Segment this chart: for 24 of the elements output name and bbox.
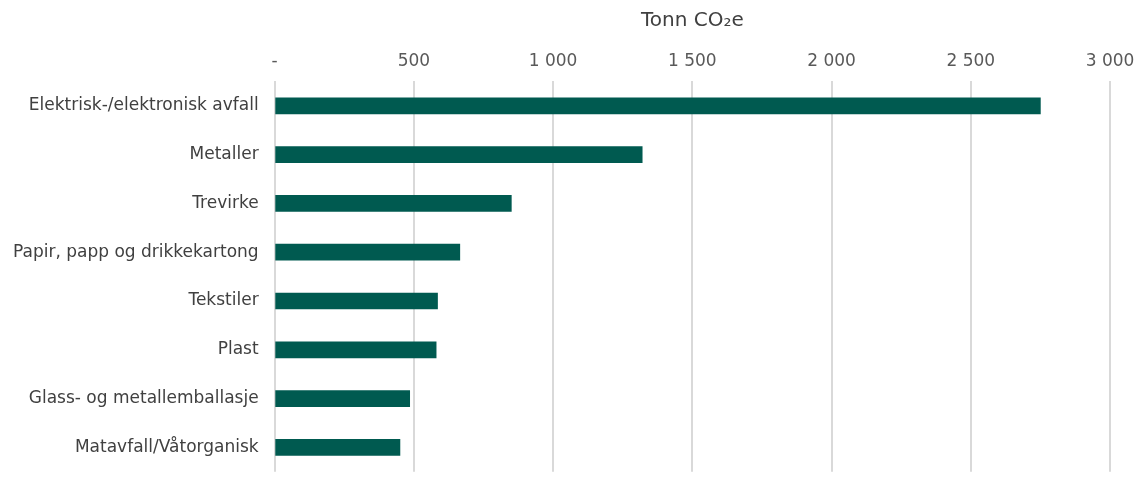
y-tick-label: Papir, papp og drikkekartong <box>13 240 259 261</box>
bar <box>275 146 643 163</box>
y-tick-label: Matavfall/Våtorganisk <box>74 435 259 456</box>
x-tick-label: 2 000 <box>807 49 856 70</box>
y-tick-label: Plast <box>217 338 259 359</box>
x-tick-label: 2 500 <box>946 49 996 70</box>
y-tick-label: Glass- og metallemballasje <box>28 387 259 408</box>
bar <box>275 439 401 456</box>
bar <box>275 292 438 310</box>
x-tick-label: 1 500 <box>667 49 717 70</box>
x-axis-title: Tonn CO₂e <box>639 7 744 32</box>
y-tick-label: Trevirke <box>191 191 259 212</box>
y-tick-label: Tekstiler <box>187 289 259 310</box>
x-tick-label: - <box>271 49 278 70</box>
y-tick-label: Elektrisk-/elektronisk avfall <box>28 94 259 115</box>
x-tick-label: 1 000 <box>528 49 578 70</box>
bar <box>275 97 1041 115</box>
x-tick-label: 500 <box>397 49 431 70</box>
bar <box>275 390 411 407</box>
y-tick-label: Metaller <box>189 143 259 164</box>
bar <box>275 243 461 261</box>
bar <box>275 341 437 359</box>
bar <box>275 195 512 212</box>
x-tick-label: 3 000 <box>1085 49 1135 70</box>
